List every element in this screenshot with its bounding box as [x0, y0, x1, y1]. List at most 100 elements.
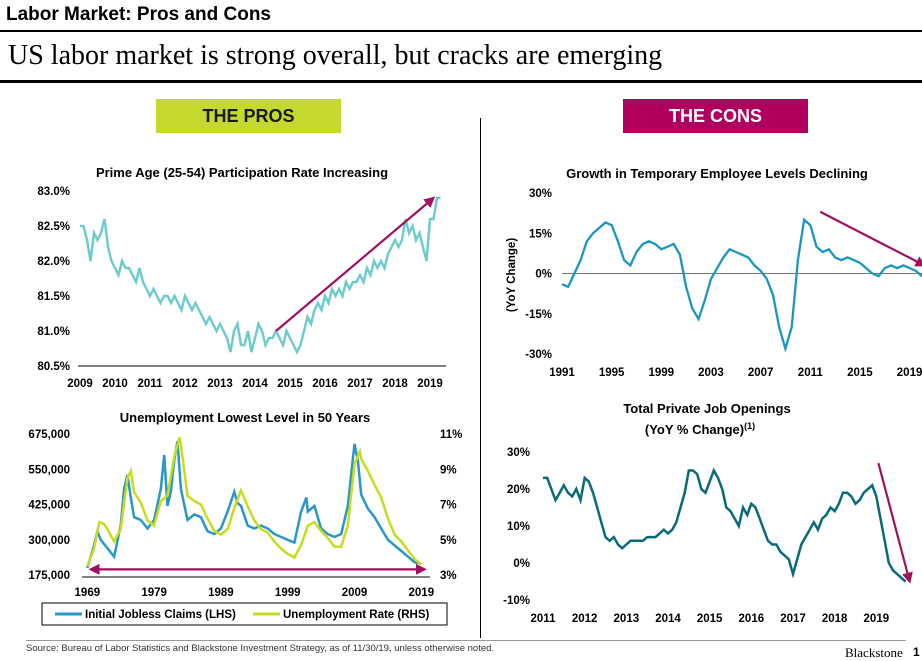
openings-trend-arrow — [877, 462, 913, 584]
unemployment-ytick: 300,000 — [28, 535, 70, 547]
temp-xtick: 2011 — [798, 367, 824, 379]
openings-xtick: 2018 — [822, 613, 848, 625]
openings-xtick: 2012 — [572, 613, 598, 625]
participation-xtick: 2016 — [312, 378, 338, 390]
temp-ytick: 15% — [529, 228, 552, 240]
openings-ytick: 30% — [507, 447, 530, 459]
page-subtitle: US labor market is strong overall, but c… — [8, 40, 663, 71]
participation-xtick: 2017 — [347, 378, 373, 390]
participation-xtick: 2009 — [67, 378, 93, 390]
temp-ytick: 30% — [529, 188, 552, 200]
temp-line — [561, 217, 922, 353]
subtitle-rule — [0, 80, 922, 83]
unemployment-right-y-ticks: 3% 5% 7% 9% 11% — [440, 429, 462, 582]
unemployment-xtick: 1999 — [275, 587, 301, 599]
legend-label-claims: Initial Jobless Claims (LHS) — [85, 609, 236, 621]
participation-xtick: 2010 — [102, 378, 128, 390]
unemployment-xtick: 2009 — [342, 587, 368, 599]
temp-y-ticks: -30% -15% 0% 15% 30% — [525, 188, 552, 361]
cons-tag: THE CONS — [623, 99, 808, 133]
unemployment-ytick: 675,000 — [28, 429, 70, 441]
participation-xtick: 2014 — [242, 378, 268, 390]
openings-ytick: 10% — [507, 521, 530, 533]
title-rule — [0, 30, 922, 32]
unemployment-y2tick: 3% — [440, 570, 457, 582]
openings-xtick: 2014 — [655, 613, 681, 625]
temp-xtick: 1999 — [649, 367, 675, 379]
participation-ytick: 82.5% — [37, 221, 70, 233]
unemployment-y2tick: 9% — [440, 464, 457, 476]
temp-xtick: 2007 — [748, 367, 774, 379]
participation-ytick: 81.5% — [37, 291, 70, 303]
openings-ytick: -10% — [503, 595, 530, 607]
unemployment-ytick: 550,000 — [28, 464, 70, 476]
temp-title: Growth in Temporary Employee Levels Decl… — [566, 166, 868, 181]
participation-xtick: 2012 — [172, 378, 198, 390]
unemployment-ytick: 425,000 — [28, 500, 70, 512]
temp-xtick: 2015 — [847, 367, 873, 379]
temp-xtick: 1991 — [549, 367, 575, 379]
participation-ytick: 82.0% — [37, 256, 70, 268]
openings-x-ticks: 2011 2012 2013 2014 2015 2016 2017 2018 2019 — [531, 613, 890, 625]
temp-chart: Growth in Temporary Employee Levels Decl… — [506, 166, 922, 379]
unemployment-title: Unemployment Lowest Level in 50 Years — [120, 410, 370, 425]
unemployment-xtick: 1989 — [208, 587, 234, 599]
openings-title-line2: (YoY % Change)(1) — [645, 421, 755, 437]
charts-canvas: Prime Age (25-54) Participation Rate Inc… — [28, 165, 922, 626]
unemployment-xtick: 2019 — [409, 587, 435, 599]
pros-tag: THE PROS — [156, 99, 341, 133]
jobless-claims-line — [86, 440, 422, 569]
openings-title: Total Private Job Openings — [623, 401, 790, 416]
participation-xtick: 2015 — [277, 378, 303, 390]
footer-rule — [26, 640, 906, 641]
openings-y-ticks: -10% 0% 10% 20% 30% — [503, 447, 530, 607]
unemployment-x-ticks: 1969 1979 1989 1999 2009 2019 — [75, 587, 435, 599]
participation-ytick: 83.0% — [37, 186, 70, 198]
openings-title-2: (YoY % Change) — [645, 422, 744, 437]
unemployment-left-y-ticks: 175,000 300,000 425,000 550,000 675,000 — [28, 429, 70, 582]
unemployment-rate-line — [86, 437, 423, 567]
page-title: Labor Market: Pros and Cons — [6, 4, 271, 25]
temp-xtick: 2019 — [897, 367, 922, 379]
unemployment-ytick: 175,000 — [28, 570, 70, 582]
temp-ytick: -30% — [525, 349, 552, 361]
openings-xtick: 2015 — [697, 613, 723, 625]
openings-ytick: 0% — [513, 558, 530, 570]
openings-ytick: 20% — [507, 484, 530, 496]
temp-trend-arrow — [819, 210, 922, 267]
participation-xtick: 2018 — [382, 378, 408, 390]
temp-xtick: 1995 — [599, 367, 625, 379]
openings-xtick: 2013 — [614, 613, 640, 625]
column-divider — [480, 118, 481, 638]
participation-xtick: 2011 — [138, 378, 164, 390]
participation-xtick: 2013 — [207, 378, 233, 390]
unemployment-y2tick: 5% — [440, 535, 457, 547]
unemployment-chart: Unemployment Lowest Level in 50 Years 17… — [28, 410, 462, 626]
openings-xtick: 2011 — [531, 613, 557, 625]
brand-logo: Blackstone — [845, 645, 903, 660]
openings-xtick: 2019 — [864, 613, 890, 625]
participation-ytick: 80.5% — [37, 361, 70, 373]
openings-line — [543, 467, 907, 583]
openings-footnote-ref: (1) — [744, 421, 755, 431]
temp-x-ticks: 1991 1995 1999 2003 2007 2011 2015 2019 — [549, 367, 922, 379]
openings-chart: Total Private Job Openings (YoY % Change… — [503, 401, 913, 625]
page-number: 1 — [913, 645, 920, 659]
participation-line — [80, 196, 441, 355]
openings-xtick: 2017 — [780, 613, 806, 625]
temp-y-label: (YoY Change) — [506, 238, 518, 312]
participation-x-ticks: 2009 2010 2011 2012 2013 2014 2015 2016 2017 2018… — [67, 378, 443, 390]
participation-xtick: 2019 — [417, 378, 443, 390]
unemployment-y2tick: 7% — [440, 500, 457, 512]
temp-ytick: -15% — [525, 309, 552, 321]
source-note: Source: Bureau of Labor Statistics and B… — [26, 643, 495, 654]
participation-ytick: 81.0% — [37, 326, 70, 338]
unemployment-xtick: 1979 — [141, 587, 167, 599]
participation-title: Prime Age (25-54) Participation Rate Inc… — [96, 165, 388, 180]
unemployment-y2tick: 11% — [440, 429, 462, 441]
temp-ytick: 0% — [535, 269, 552, 281]
unemployment-xtick: 1969 — [75, 587, 101, 599]
unemployment-legend — [41, 602, 448, 626]
temp-xtick: 2003 — [698, 367, 724, 379]
openings-xtick: 2016 — [739, 613, 765, 625]
